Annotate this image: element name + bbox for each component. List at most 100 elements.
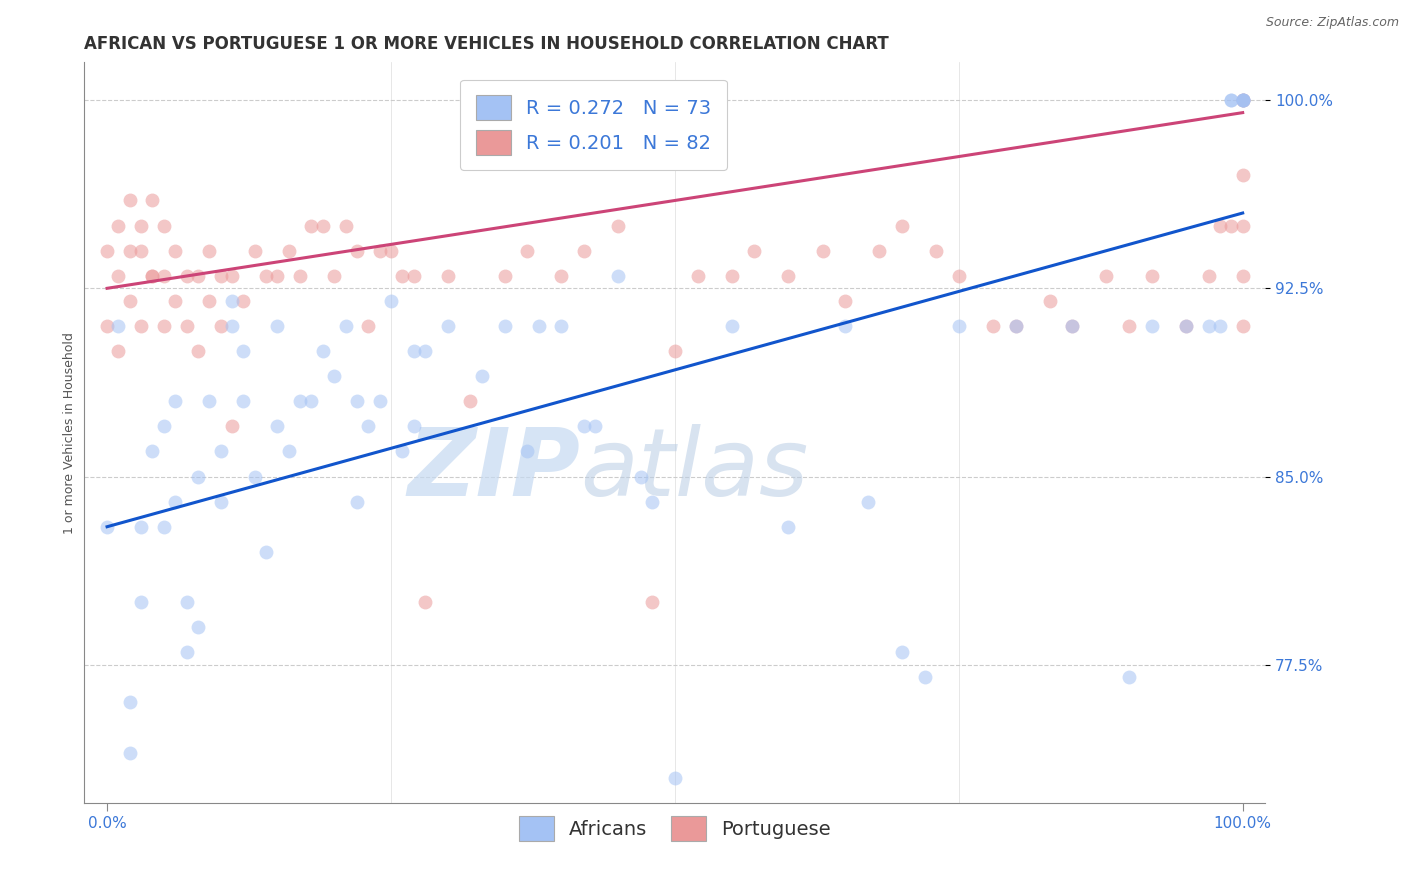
Point [834, 293, 856, 308]
Point [153, 268, 176, 283]
Point [460, 394, 482, 409]
Point [357, 318, 380, 333]
Point [141, 444, 163, 458]
Point [129, 219, 152, 233]
Point [176, 595, 198, 609]
Point [243, 244, 266, 258]
Point [494, 268, 516, 283]
Point [1209, 219, 1232, 233]
Text: atlas: atlas [581, 424, 808, 516]
Point [165, 494, 187, 508]
Point [1220, 219, 1243, 233]
Point [1232, 93, 1254, 107]
Point [209, 444, 232, 458]
Point [176, 318, 198, 333]
Point [129, 318, 152, 333]
Point [165, 293, 187, 308]
Point [720, 268, 742, 283]
Point [1232, 93, 1254, 107]
Point [141, 268, 163, 283]
Point [118, 746, 141, 760]
Point [129, 244, 152, 258]
Text: AFRICAN VS PORTUGUESE 1 OR MORE VEHICLES IN HOUSEHOLD CORRELATION CHART: AFRICAN VS PORTUGUESE 1 OR MORE VEHICLES… [84, 35, 889, 53]
Point [811, 244, 834, 258]
Point [153, 318, 176, 333]
Point [288, 394, 311, 409]
Point [129, 595, 152, 609]
Point [641, 494, 664, 508]
Point [1232, 318, 1254, 333]
Point [153, 419, 176, 434]
Legend: Africans, Portuguese: Africans, Portuguese [510, 808, 839, 848]
Point [402, 344, 425, 359]
Point [948, 268, 970, 283]
Point [1062, 318, 1084, 333]
Point [335, 318, 357, 333]
Point [118, 293, 141, 308]
Point [402, 419, 425, 434]
Point [187, 268, 209, 283]
Point [664, 344, 686, 359]
Point [1232, 93, 1254, 107]
Point [856, 494, 879, 508]
Point [346, 394, 368, 409]
Point [176, 645, 198, 659]
Point [925, 244, 948, 258]
Point [221, 268, 243, 283]
Point [346, 494, 368, 508]
Point [948, 318, 970, 333]
Point [301, 394, 323, 409]
Point [288, 268, 311, 283]
Point [198, 394, 221, 409]
Point [254, 545, 277, 559]
Point [165, 244, 187, 258]
Text: Source: ZipAtlas.com: Source: ZipAtlas.com [1265, 16, 1399, 29]
Point [277, 444, 299, 458]
Point [176, 268, 198, 283]
Point [516, 444, 538, 458]
Point [436, 318, 458, 333]
Point [436, 268, 458, 283]
Point [153, 520, 176, 534]
Point [346, 244, 368, 258]
Point [413, 344, 436, 359]
Point [413, 595, 436, 609]
Point [1232, 93, 1254, 107]
Point [209, 494, 232, 508]
Point [1004, 318, 1026, 333]
Point [141, 194, 163, 208]
Point [187, 620, 209, 634]
Point [312, 344, 335, 359]
Point [572, 244, 595, 258]
Point [527, 318, 550, 333]
Point [209, 318, 232, 333]
Point [641, 595, 664, 609]
Point [198, 293, 221, 308]
Point [1174, 318, 1197, 333]
Point [868, 244, 890, 258]
Point [1039, 293, 1062, 308]
Point [221, 293, 243, 308]
Point [198, 244, 221, 258]
Point [221, 419, 243, 434]
Point [583, 419, 606, 434]
Point [1232, 93, 1254, 107]
Point [266, 268, 288, 283]
Y-axis label: 1 or more Vehicles in Household: 1 or more Vehicles in Household [63, 332, 76, 533]
Point [744, 244, 766, 258]
Point [664, 771, 686, 785]
Point [1220, 93, 1243, 107]
Point [357, 419, 380, 434]
Point [981, 318, 1004, 333]
Point [323, 268, 346, 283]
Point [129, 520, 152, 534]
Point [107, 268, 129, 283]
Point [153, 219, 176, 233]
Point [118, 194, 141, 208]
Point [1232, 219, 1254, 233]
Point [141, 268, 163, 283]
Point [1118, 670, 1140, 684]
Point [471, 369, 494, 384]
Point [1232, 169, 1254, 183]
Point [1118, 318, 1140, 333]
